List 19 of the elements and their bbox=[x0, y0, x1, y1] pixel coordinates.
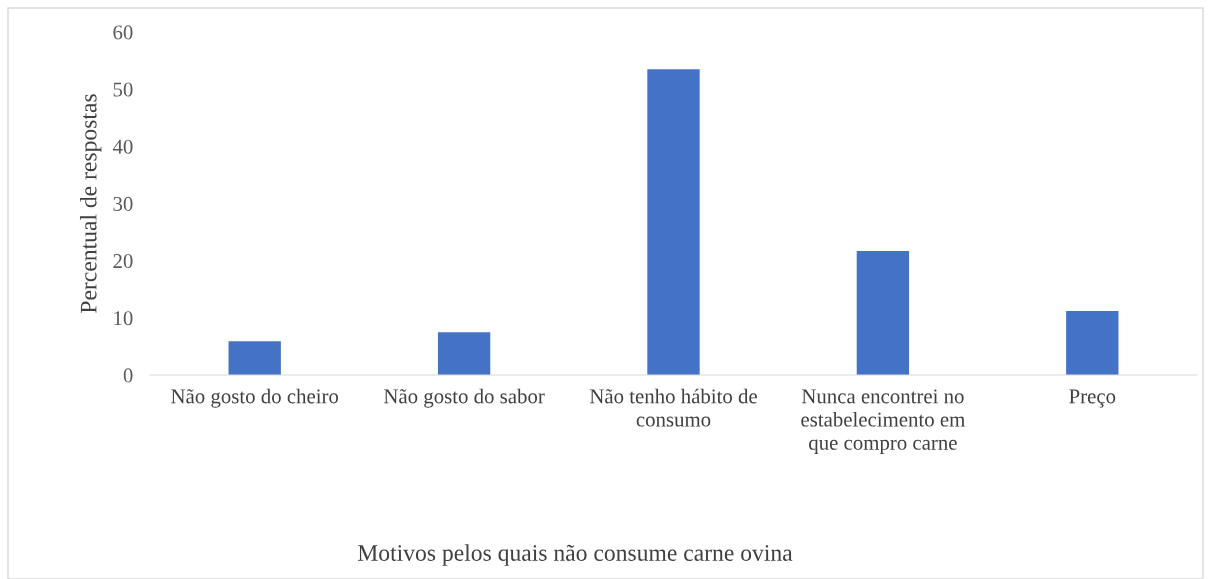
y-tick-label: 0 bbox=[123, 368, 133, 383]
x-axis-title: Motivos pelos quais não consume carne ovina bbox=[357, 544, 793, 566]
bar bbox=[647, 69, 700, 375]
y-tick-label: 50 bbox=[113, 82, 133, 97]
x-tick-label: Não tenho hábito de consumo bbox=[589, 388, 757, 427]
bar bbox=[1066, 310, 1119, 375]
x-tick-label: Preço bbox=[1069, 389, 1116, 408]
bar bbox=[856, 250, 910, 375]
x-tick-label: Não gosto do cheiro bbox=[171, 388, 339, 408]
y-tick-label: 20 bbox=[113, 254, 133, 269]
bar bbox=[228, 341, 281, 375]
x-tick-label: Não gosto do sabor bbox=[383, 388, 545, 408]
y-tick-label: 30 bbox=[113, 196, 133, 211]
y-tick-label: 60 bbox=[113, 25, 133, 40]
y-tick-label: 10 bbox=[114, 311, 133, 326]
x-tick-label: Nunca encontrei no estabelecimento em que compro carne bbox=[801, 389, 965, 455]
y-tick-label: 40 bbox=[112, 139, 133, 154]
bar bbox=[437, 332, 491, 375]
y-axis-title: Percentual de respostas bbox=[79, 94, 102, 313]
